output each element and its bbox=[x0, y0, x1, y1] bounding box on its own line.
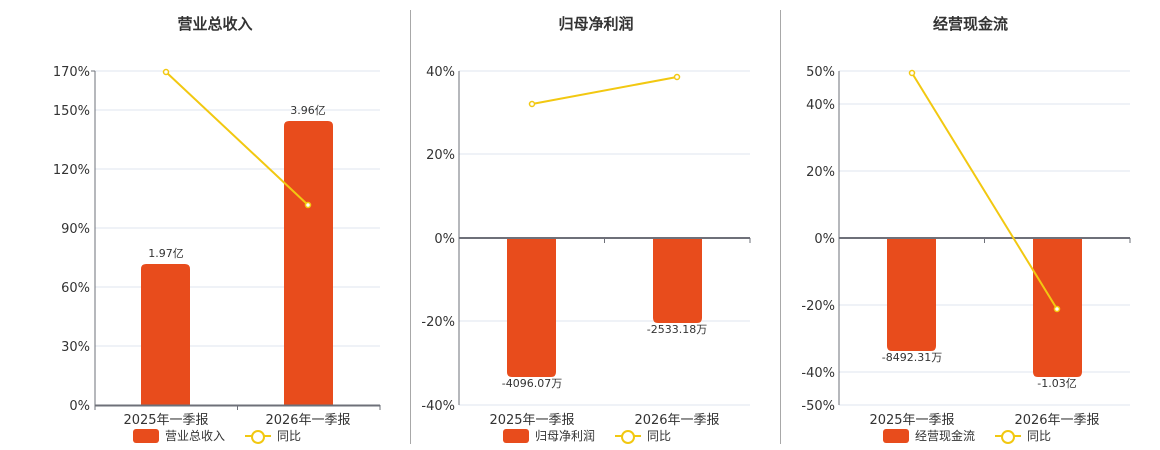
svg-text:2025年一季报: 2025年一季报 bbox=[869, 413, 954, 428]
legend-bar-swatch bbox=[883, 428, 909, 443]
legend-line-swatch bbox=[995, 429, 1022, 444]
bar-2025 bbox=[507, 238, 556, 377]
svg-text:-4096.07万: -4096.07万 bbox=[502, 377, 562, 390]
legend-bar-label[interactable]: 营业总收入 bbox=[165, 429, 226, 443]
svg-text:-1.03亿: -1.03亿 bbox=[1037, 377, 1076, 390]
svg-text:0%: 0% bbox=[434, 232, 455, 247]
svg-text:1.97亿: 1.97亿 bbox=[148, 247, 184, 260]
svg-text:0%: 0% bbox=[69, 399, 90, 414]
chart-plot: 170% 150% 120% 90% 60% 30% 0% 1.97亿 3.96… bbox=[53, 65, 381, 428]
svg-text:-20%: -20% bbox=[421, 315, 455, 330]
svg-text:40%: 40% bbox=[426, 65, 455, 80]
bar-2026 bbox=[653, 238, 702, 323]
chart-panel-revenue: 营业总收入 170% 150% 120% 90% 60% bbox=[0, 0, 410, 450]
bar-2025 bbox=[141, 264, 190, 405]
svg-text:90%: 90% bbox=[61, 222, 90, 237]
svg-text:-8492.31万: -8492.31万 bbox=[882, 351, 942, 364]
svg-text:170%: 170% bbox=[53, 65, 90, 80]
svg-text:20%: 20% bbox=[426, 148, 455, 163]
svg-text:120%: 120% bbox=[53, 163, 90, 178]
svg-text:-20%: -20% bbox=[801, 299, 835, 314]
legend-bar-swatch bbox=[133, 428, 159, 443]
svg-text:2026年一季报: 2026年一季报 bbox=[1014, 413, 1099, 428]
svg-text:50%: 50% bbox=[806, 65, 835, 80]
chart-plot: 50% 40% 20% 0% -20% -40% -50% -8492.31万 … bbox=[801, 65, 1131, 428]
svg-text:0%: 0% bbox=[814, 232, 835, 247]
chart-title: 经营现金流 bbox=[932, 15, 1008, 33]
chart-legend[interactable]: 营业总收入 同比 bbox=[133, 427, 301, 444]
legend-line-swatch bbox=[245, 429, 272, 444]
legend-line-swatch bbox=[615, 429, 642, 444]
svg-text:-40%: -40% bbox=[801, 366, 835, 381]
legend-line-label[interactable]: 同比 bbox=[647, 429, 672, 443]
bar-2025 bbox=[887, 238, 936, 351]
chart-legend[interactable]: 归母净利润 同比 bbox=[503, 427, 671, 444]
svg-text:60%: 60% bbox=[61, 281, 90, 296]
svg-text:40%: 40% bbox=[806, 98, 835, 113]
chart-plot: 40% 20% 0% -20% -40% -4096.07万 -2533.18万… bbox=[421, 65, 751, 428]
legend-line-label[interactable]: 同比 bbox=[277, 429, 302, 443]
chart-legend[interactable]: 经营现金流 同比 bbox=[883, 427, 1051, 444]
svg-text:30%: 30% bbox=[61, 340, 90, 355]
svg-text:20%: 20% bbox=[806, 165, 835, 180]
svg-text:-2533.18万: -2533.18万 bbox=[647, 323, 707, 336]
chart-title: 营业总收入 bbox=[177, 15, 253, 33]
legend-bar-label[interactable]: 归母净利润 bbox=[535, 429, 596, 443]
svg-text:2026年一季报: 2026年一季报 bbox=[634, 413, 719, 428]
panel-divider bbox=[410, 10, 411, 444]
svg-text:150%: 150% bbox=[53, 104, 90, 119]
chart-title: 归母净利润 bbox=[558, 15, 634, 33]
legend-bar-swatch bbox=[503, 428, 529, 443]
svg-text:-50%: -50% bbox=[801, 399, 835, 414]
panel-divider bbox=[780, 10, 781, 444]
svg-text:2025年一季报: 2025年一季报 bbox=[123, 413, 208, 428]
svg-text:2025年一季报: 2025年一季报 bbox=[489, 413, 574, 428]
legend-bar-label[interactable]: 经营现金流 bbox=[915, 429, 976, 443]
bar-2026 bbox=[284, 121, 333, 405]
svg-text:2026年一季报: 2026年一季报 bbox=[265, 413, 350, 428]
svg-text:-40%: -40% bbox=[421, 399, 455, 414]
chart-panel-operating-cash-flow: 经营现金流 50% 40% 20% 0% -20% -40% -50% bbox=[781, 0, 1160, 450]
chart-panel-net-profit: 归母净利润 40% 20% 0% -20% -40% -4096.07万 -25… bbox=[411, 0, 781, 450]
svg-text:3.96亿: 3.96亿 bbox=[290, 104, 326, 117]
legend-line-label[interactable]: 同比 bbox=[1027, 429, 1052, 443]
